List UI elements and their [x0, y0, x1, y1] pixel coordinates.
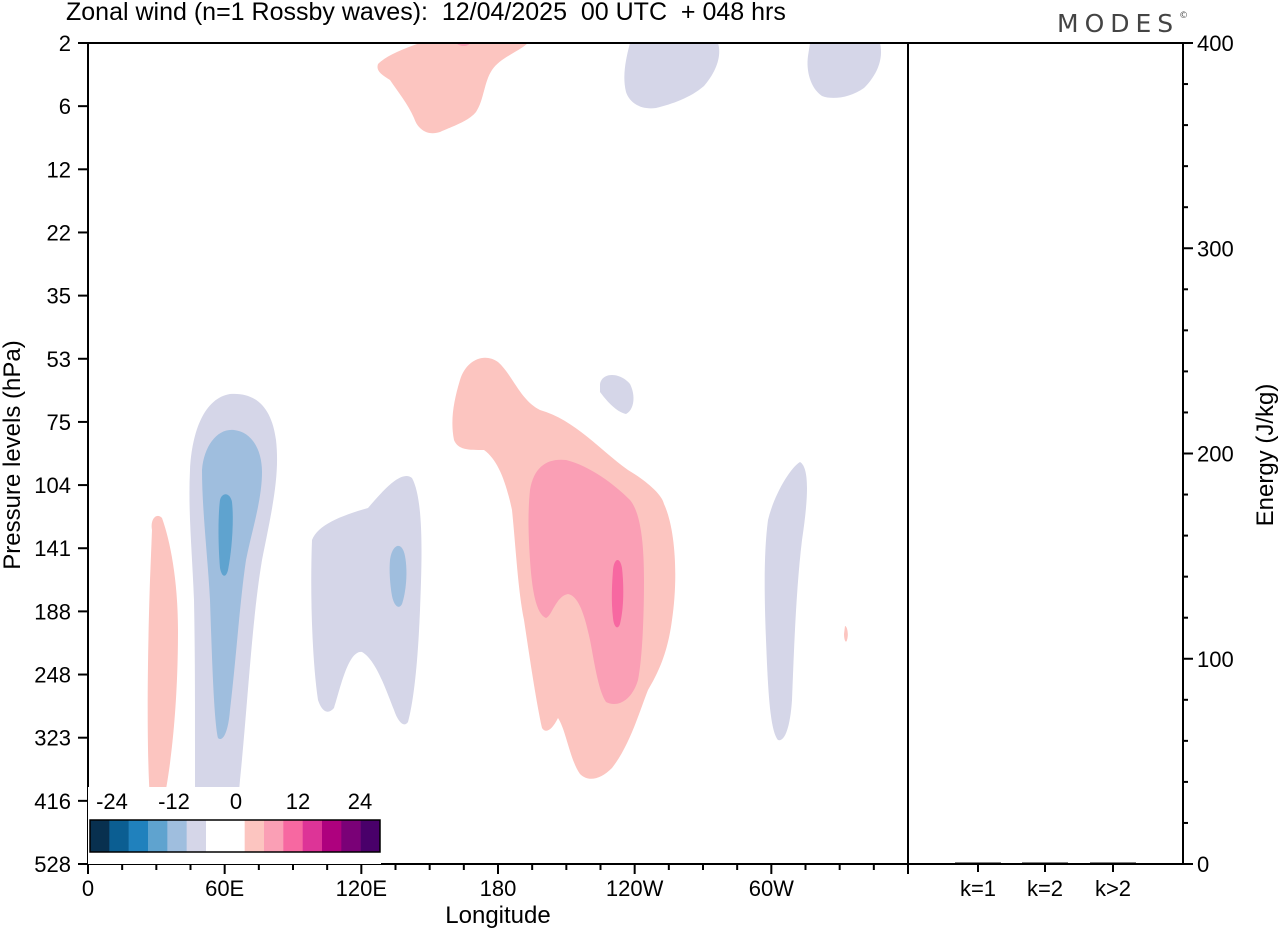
- y-axis-right: 0 100 200 300 400: [1183, 31, 1234, 877]
- colorbar-cell: [206, 820, 226, 852]
- y-tick-label: 2: [59, 31, 71, 56]
- x-axis-title: Longitude: [445, 902, 550, 929]
- y-tick-label: 35: [47, 284, 71, 309]
- energy-bar: [1022, 862, 1068, 864]
- colorbar-cell: [225, 820, 245, 852]
- colorbar-cell: [186, 820, 207, 852]
- y-tick-label: 528: [34, 852, 71, 877]
- colorbar-cell: [148, 820, 168, 852]
- contour-negative-top-60w: [807, 43, 882, 98]
- y-axis-title: Pressure levels (hPa): [0, 340, 26, 569]
- contour-negative-60e-inner: [218, 494, 233, 576]
- energy-bar: [955, 862, 1001, 864]
- contour-positive-33e: [147, 515, 178, 817]
- energy-tick-label: 0: [1197, 852, 1209, 877]
- y-tick-label: 6: [59, 94, 71, 119]
- modes-logo: MODES©: [1057, 9, 1188, 38]
- colorbar-cell: [341, 820, 361, 852]
- y-tick-label: 416: [34, 789, 71, 814]
- colorbar-label: 0: [230, 789, 242, 814]
- plot-frame-right: [907, 42, 1184, 865]
- energy-category-labels: k=1 k=2 k>2: [960, 864, 1131, 901]
- x-tick-label: 60E: [205, 876, 244, 901]
- x-tick-label: 60W: [749, 876, 794, 901]
- colorbar-labels: -24 -12 0 12 24: [96, 789, 372, 814]
- contour-negative-120e: [311, 476, 422, 725]
- contour-positive-233w-inner: [611, 559, 624, 628]
- y-tick-label: 141: [34, 536, 71, 561]
- y-tick-label: 188: [34, 599, 71, 624]
- colorbar-cell: [244, 820, 265, 852]
- x-tick-label: 0: [82, 876, 94, 901]
- contour-positive-tiny-right: [844, 626, 848, 642]
- y-tick-label: 75: [47, 410, 71, 435]
- y-tick-label: 12: [47, 157, 71, 182]
- colorbar-label: 24: [348, 789, 372, 814]
- contour-positive-top: [377, 43, 528, 134]
- contour-negative-60e-mid: [202, 429, 262, 740]
- colorbar-cells: [89, 819, 381, 853]
- colorbar-cell: [322, 820, 342, 852]
- colorbar: -24 -12 0 12 24: [88, 787, 381, 864]
- energy-tick-label: 400: [1197, 31, 1234, 56]
- contour-negative-136e-inner: [389, 545, 407, 607]
- colorbar-label: -24: [96, 789, 128, 814]
- y-tick-label: 104: [34, 473, 71, 498]
- energy-bar: [1090, 862, 1136, 864]
- colorbar-border: [89, 819, 381, 853]
- energy-tick-label: 200: [1197, 442, 1234, 467]
- logo-text: MODES: [1057, 9, 1180, 38]
- colorbar-cell: [302, 820, 323, 852]
- x-tick-label: 120E: [336, 876, 387, 901]
- colorbar-cell: [167, 820, 187, 852]
- contour-positive-180-mid: [528, 459, 644, 704]
- colorbar-cell: [264, 820, 284, 852]
- energy-axis-title: Energy (J/kg): [1252, 384, 1279, 527]
- energy-tick-label: 100: [1197, 647, 1234, 672]
- x-tick-label: 180: [480, 876, 517, 901]
- colorbar-cell: [128, 820, 149, 852]
- y-axis-left: 2 6 12 22 35 53 75 104 141 188 248 323 416 528: [34, 31, 88, 877]
- energy-category-label: k=2: [1027, 876, 1063, 901]
- energy-tick-label: 300: [1197, 236, 1234, 261]
- y-tick-label: 53: [47, 347, 71, 372]
- x-axis: 0 60E 120E 180 120W 60W: [82, 864, 909, 901]
- energy-category-label: k>2: [1095, 876, 1131, 901]
- colorbar-cell: [109, 820, 129, 852]
- y-tick-label: 248: [34, 663, 71, 688]
- y-tick-label: 323: [34, 726, 71, 751]
- colorbar-cell: [283, 820, 303, 852]
- contour-negative-top-120w: [624, 43, 720, 109]
- chart-title: Zonal wind (n=1 Rossby waves): 12/04/202…: [66, 0, 786, 26]
- contour-negative-53hpa: [600, 375, 634, 414]
- logo-mark: ©: [1179, 11, 1189, 21]
- colorbar-label: 12: [286, 789, 310, 814]
- colorbar-cell: [90, 820, 110, 852]
- colorbar-label: -12: [158, 789, 190, 814]
- contour-field: [147, 43, 882, 864]
- energy-bars: [955, 862, 1136, 864]
- x-tick-label: 120W: [606, 876, 664, 901]
- y-tick-label: 22: [47, 220, 71, 245]
- colorbar-cell: [360, 820, 381, 852]
- contour-negative-60w: [764, 462, 807, 741]
- energy-category-label: k=1: [960, 876, 996, 901]
